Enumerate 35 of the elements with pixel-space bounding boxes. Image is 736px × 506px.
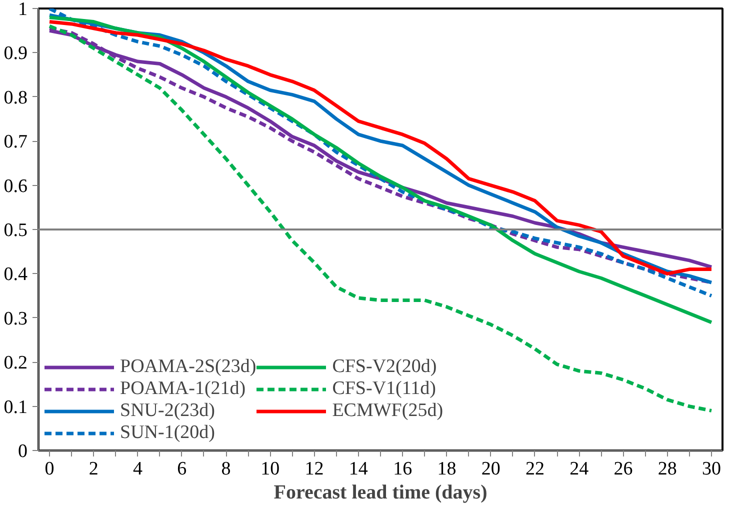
x-tick-label: 22 [525, 458, 544, 480]
legend-label: SUN-1(20d) [120, 422, 215, 444]
y-tick-label: 0.3 [4, 308, 28, 330]
x-tick-label: 26 [614, 458, 633, 480]
x-tick-label: 16 [393, 458, 412, 480]
x-tick-label: 8 [221, 458, 231, 480]
legend-label: POAMA-1(21d) [120, 378, 246, 400]
x-tick-label: 0 [44, 458, 54, 480]
y-tick-label: 0.5 [4, 220, 28, 241]
legend-label: CFS-V1(11d) [332, 378, 436, 400]
x-tick-label: 6 [177, 458, 187, 480]
x-tick-label: 24 [570, 458, 590, 480]
x-tick-label: 30 [702, 458, 721, 480]
y-tick-label: 0.6 [4, 176, 28, 197]
y-tick-label: 0.8 [4, 87, 28, 108]
y-tick-label: 0.2 [4, 352, 28, 374]
y-tick-label: 0.7 [4, 132, 28, 153]
y-tick-label: 0.1 [4, 396, 28, 418]
y-tick-label: 0 [18, 441, 28, 462]
y-tick-label: 0.9 [4, 43, 28, 64]
x-tick-label: 20 [481, 458, 500, 480]
y-tick-label: 0.4 [4, 264, 28, 286]
x-tick-label: 4 [133, 458, 144, 480]
legend-label: CFS-V2(20d) [332, 356, 437, 378]
x-tick-label: 28 [658, 458, 677, 480]
x-tick-label: 12 [304, 458, 324, 480]
legend-label: ECMWF(25d) [332, 400, 444, 422]
x-tick-label: 14 [348, 458, 368, 480]
x-tick-label: 2 [88, 458, 98, 480]
y-tick-label: 1 [18, 0, 28, 20]
x-axis-title: Forecast lead time (days) [274, 482, 488, 504]
legend-label: SNU-2(23d) [120, 400, 215, 422]
legend-label: POAMA-2S(23d) [120, 356, 256, 378]
x-tick-label: 18 [437, 458, 456, 480]
x-tick-label: 10 [260, 458, 280, 480]
